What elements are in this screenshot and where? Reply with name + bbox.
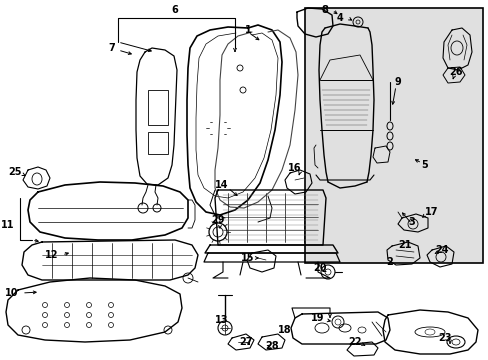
Text: 9: 9 [394,77,401,87]
Text: 8: 8 [321,5,328,15]
Text: 21: 21 [397,240,411,250]
Text: 16: 16 [287,163,301,173]
Text: 18: 18 [278,325,291,335]
Text: 28: 28 [264,341,278,351]
Text: 17: 17 [425,207,438,217]
Text: 15: 15 [241,253,254,263]
Text: 11: 11 [1,220,15,230]
Text: 20: 20 [313,263,326,273]
Bar [148,90,168,125]
Text: 19: 19 [311,313,324,323]
Bar [305,8,482,263]
Text: 27: 27 [239,337,252,347]
Text: 23: 23 [437,333,451,343]
Text: 6: 6 [171,5,178,15]
Text: 3: 3 [408,217,414,227]
Text: 12: 12 [45,250,59,260]
Text: 22: 22 [347,337,361,347]
Text: 14: 14 [215,180,228,190]
Text: 24: 24 [434,245,448,255]
Text: 29: 29 [211,215,224,225]
Text: 13: 13 [215,315,228,325]
Bar [148,132,168,154]
Text: 7: 7 [108,43,115,53]
Text: 25: 25 [8,167,21,177]
Text: 5: 5 [421,160,427,170]
Text: 26: 26 [448,67,462,77]
Text: 2: 2 [386,257,392,267]
Text: 4: 4 [336,13,343,23]
Text: 10: 10 [5,288,19,298]
Text: 1: 1 [244,25,251,35]
